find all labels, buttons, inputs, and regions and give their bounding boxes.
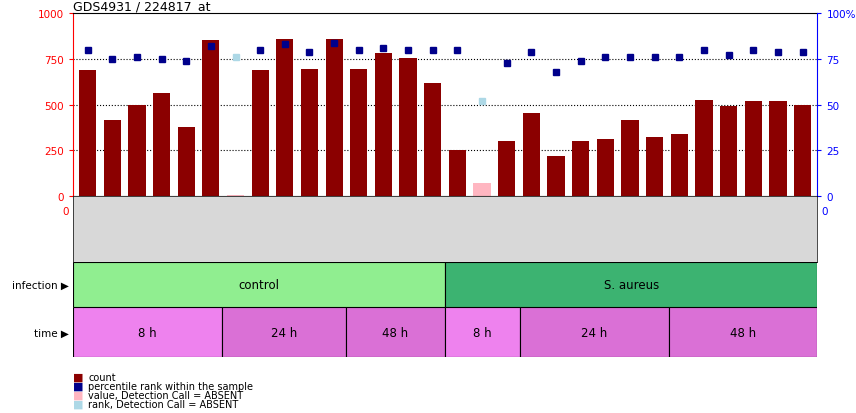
- Text: time ▶: time ▶: [33, 328, 68, 337]
- Bar: [128, 106, 146, 196]
- Bar: [350, 70, 367, 196]
- Bar: [202, 41, 219, 196]
- Bar: [73, 262, 445, 308]
- Bar: [473, 183, 490, 196]
- Bar: [498, 142, 515, 196]
- Bar: [375, 54, 392, 196]
- Bar: [222, 308, 346, 357]
- Text: S. aureus: S. aureus: [603, 278, 659, 292]
- Bar: [104, 121, 121, 196]
- Bar: [227, 195, 244, 196]
- Bar: [449, 151, 466, 196]
- Text: 24 h: 24 h: [270, 326, 297, 339]
- Bar: [520, 308, 669, 357]
- Bar: [597, 140, 614, 196]
- Bar: [695, 101, 713, 196]
- Text: GDS4931 / 224817_at: GDS4931 / 224817_at: [73, 0, 211, 13]
- Bar: [745, 102, 762, 196]
- Bar: [548, 156, 565, 196]
- Bar: [425, 83, 442, 196]
- Bar: [177, 128, 195, 196]
- Text: rank, Detection Call = ABSENT: rank, Detection Call = ABSENT: [88, 399, 239, 409]
- Bar: [445, 262, 817, 308]
- Bar: [300, 70, 318, 196]
- Bar: [572, 142, 590, 196]
- Text: 48 h: 48 h: [730, 326, 756, 339]
- Bar: [445, 308, 520, 357]
- Bar: [153, 93, 170, 196]
- Text: 48 h: 48 h: [383, 326, 408, 339]
- Text: value, Detection Call = ABSENT: value, Detection Call = ABSENT: [88, 390, 243, 400]
- Text: ■: ■: [73, 381, 83, 391]
- Text: 0: 0: [821, 206, 828, 216]
- Bar: [325, 40, 342, 196]
- Text: ■: ■: [73, 390, 83, 400]
- Bar: [770, 102, 787, 196]
- Bar: [252, 71, 269, 196]
- Bar: [276, 40, 294, 196]
- Text: 0: 0: [62, 206, 69, 216]
- Text: 8 h: 8 h: [473, 326, 491, 339]
- Bar: [671, 134, 688, 196]
- Bar: [669, 308, 817, 357]
- Bar: [794, 106, 811, 196]
- Bar: [523, 114, 540, 196]
- Text: control: control: [239, 278, 279, 292]
- Bar: [73, 308, 222, 357]
- Text: infection ▶: infection ▶: [12, 280, 68, 290]
- Text: ■: ■: [73, 399, 83, 409]
- Text: 8 h: 8 h: [138, 326, 157, 339]
- Bar: [720, 107, 737, 196]
- Text: 24 h: 24 h: [581, 326, 607, 339]
- Text: count: count: [88, 372, 116, 382]
- Bar: [346, 308, 445, 357]
- Bar: [400, 59, 417, 196]
- Text: percentile rank within the sample: percentile rank within the sample: [88, 381, 253, 391]
- Text: ■: ■: [73, 372, 83, 382]
- Bar: [79, 71, 96, 196]
- Bar: [646, 138, 663, 196]
- Bar: [621, 121, 639, 196]
